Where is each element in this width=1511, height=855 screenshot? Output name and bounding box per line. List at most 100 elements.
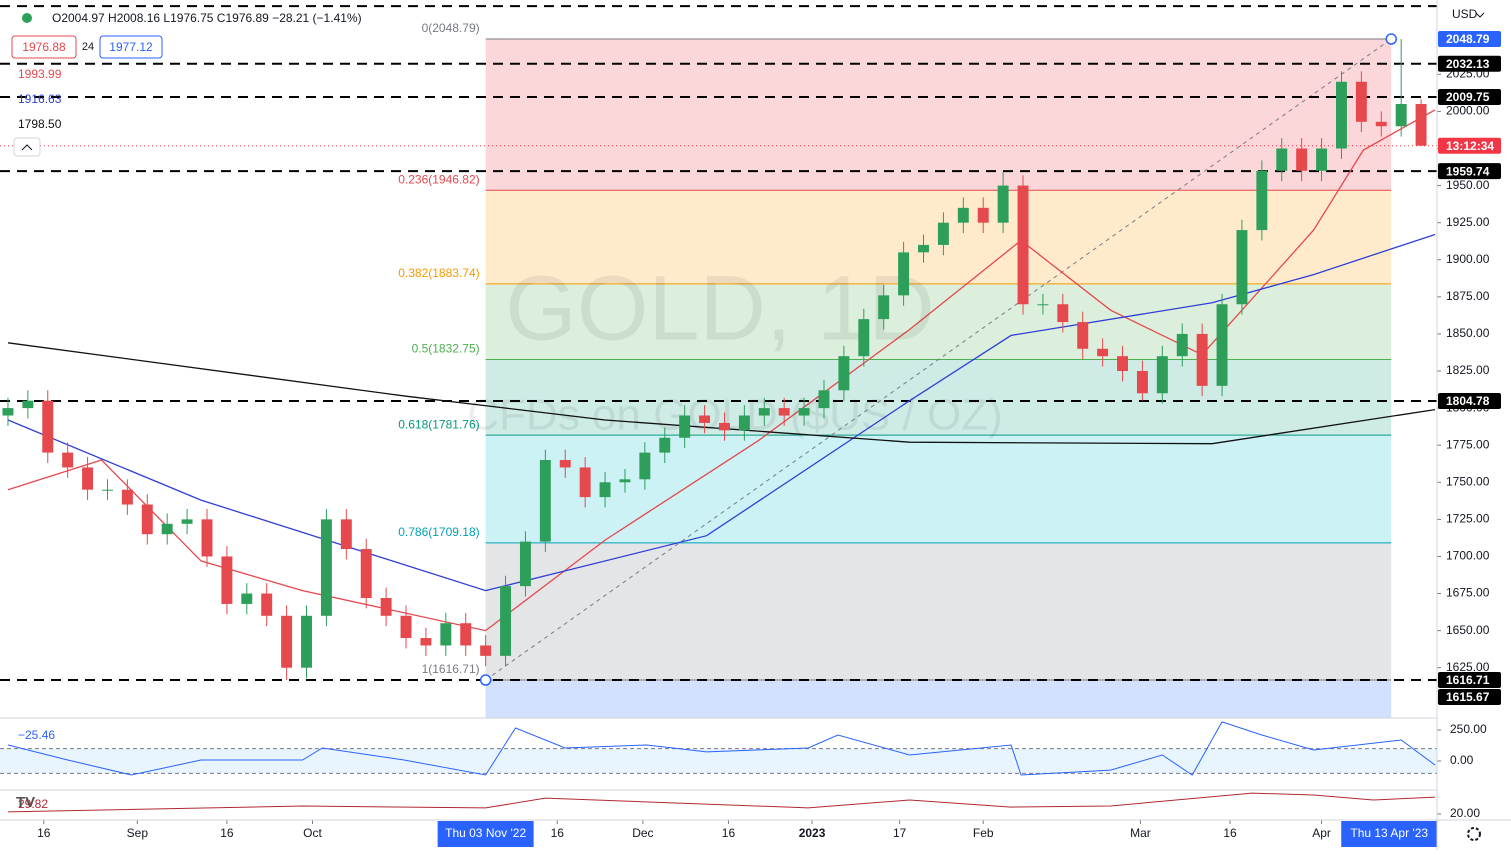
collapse-button[interactable]	[13, 137, 41, 157]
candle-body	[320, 519, 332, 616]
candle-body	[1117, 356, 1129, 372]
x-tick-label: Mar	[1130, 826, 1151, 840]
y-tick-label: 250.00	[1450, 722, 1487, 736]
currency[interactable]: USD	[1452, 7, 1478, 21]
candle-body	[500, 586, 512, 656]
x-tick-label: 16	[551, 826, 565, 840]
candle-body	[559, 460, 571, 468]
candle-body	[758, 408, 770, 416]
candle-body	[619, 479, 631, 483]
candle-body	[301, 615, 312, 668]
candle-body	[1176, 333, 1188, 357]
candle-body	[1355, 81, 1367, 122]
candle-body	[360, 549, 372, 598]
candle-body	[1216, 304, 1228, 386]
settings-icon[interactable]	[1467, 827, 1481, 841]
candle-body	[519, 541, 531, 587]
candle-body	[798, 408, 810, 416]
bid[interactable]: 1976.88	[22, 40, 66, 54]
price-label-bg	[1438, 689, 1501, 706]
ask[interactable]: 1977.12	[109, 40, 153, 54]
x-tick-label: Oct	[303, 826, 322, 840]
candle-body	[340, 519, 352, 550]
price-label-bg	[1438, 393, 1501, 410]
buy-button[interactable]	[99, 35, 163, 59]
candle-body	[659, 437, 671, 453]
price-label-bg	[1438, 55, 1501, 72]
ma-value: 1798.50	[18, 117, 62, 131]
watermark-sub: CFDs on GOLD ($US / OZ)	[467, 391, 1002, 440]
price-label: 1616.71	[1446, 673, 1490, 687]
ma-value: 1916.63	[18, 92, 62, 106]
moving-average	[7, 233, 1436, 592]
y-tick-label: 1775.00	[1446, 437, 1490, 451]
price-label-bg	[1438, 31, 1501, 48]
candle-body	[679, 415, 691, 438]
candle-body	[281, 615, 293, 668]
status-dot	[22, 13, 32, 23]
layer: 1625.00 1650.00 1675.00 1700.00 1725.00 1750.…	[2, 31, 1501, 847]
candle-body	[1236, 230, 1248, 305]
candle-body	[380, 597, 392, 616]
cci-value: −25.46	[18, 728, 55, 742]
y-tick-label: 20.00	[1450, 806, 1480, 820]
moving-average	[7, 109, 1436, 632]
fib-label: 0(2048.79)	[422, 21, 480, 35]
candle-body	[480, 645, 492, 656]
x-tick-label: 17	[893, 826, 907, 840]
candle-body	[1037, 304, 1049, 306]
fib-trendline	[485, 38, 1392, 681]
candle-body	[261, 593, 273, 616]
price-label: 1804.78	[1446, 394, 1490, 408]
candle-body	[579, 467, 591, 498]
candle-body	[1375, 121, 1387, 127]
x-tick-label: Feb	[973, 826, 994, 840]
y-tick-label: 2000.00	[1446, 104, 1490, 118]
candle-body	[201, 519, 213, 557]
currency-arrow[interactable]	[1475, 12, 1485, 18]
y-tick-label: 1900.00	[1446, 252, 1490, 266]
osc-value: 29.82	[18, 797, 48, 811]
x-tick-label: 16	[37, 826, 51, 840]
candle-body	[141, 504, 153, 535]
y-tick-label: 1875.00	[1446, 289, 1490, 303]
y-tick-label: 1950.00	[1446, 178, 1490, 192]
y-tick-label: 1625.00	[1446, 660, 1490, 674]
fib-label: 0.618(1781.76)	[398, 417, 479, 431]
candle-body	[1077, 322, 1089, 349]
cci-line	[7, 721, 1436, 776]
candle-body	[838, 356, 850, 391]
candle-body	[241, 593, 253, 604]
price-label: 1615.67	[1446, 690, 1490, 704]
collapse-icon[interactable]	[21, 144, 33, 151]
candle-body	[121, 489, 133, 505]
spread: 24	[82, 41, 94, 53]
candle-body	[898, 252, 910, 296]
price-label-bg	[1438, 672, 1501, 689]
sell-button[interactable]	[11, 35, 77, 59]
fib-label: 0.236(1946.82)	[398, 172, 479, 186]
cci-band	[0, 748, 1437, 774]
candle-body	[738, 415, 750, 431]
candle-body	[161, 523, 173, 535]
candle-body	[62, 452, 74, 468]
y-tick-label: 1925.00	[1446, 215, 1490, 229]
y-tick-label: 1750.00	[1446, 474, 1490, 488]
price-label-bg	[1438, 163, 1501, 180]
fib-label: 0.5(1832.75)	[412, 342, 480, 356]
x-tick-label: 16	[220, 826, 234, 840]
candle-body	[699, 415, 711, 423]
y-tick-label: 1700.00	[1446, 549, 1490, 563]
price-label: 2009.75	[1446, 90, 1490, 104]
tv-logo: TV	[16, 794, 35, 811]
fib-label: 0.382(1883.74)	[398, 266, 479, 280]
x-tick-highlight	[1341, 821, 1438, 847]
candle-body	[1335, 81, 1347, 149]
y-tick-label: 1850.00	[1446, 326, 1490, 340]
candle-body	[82, 467, 94, 490]
x-tick-highlight	[437, 821, 534, 847]
fib-band	[485, 680, 1392, 718]
candle-body	[878, 295, 890, 320]
candle-body	[977, 207, 989, 223]
